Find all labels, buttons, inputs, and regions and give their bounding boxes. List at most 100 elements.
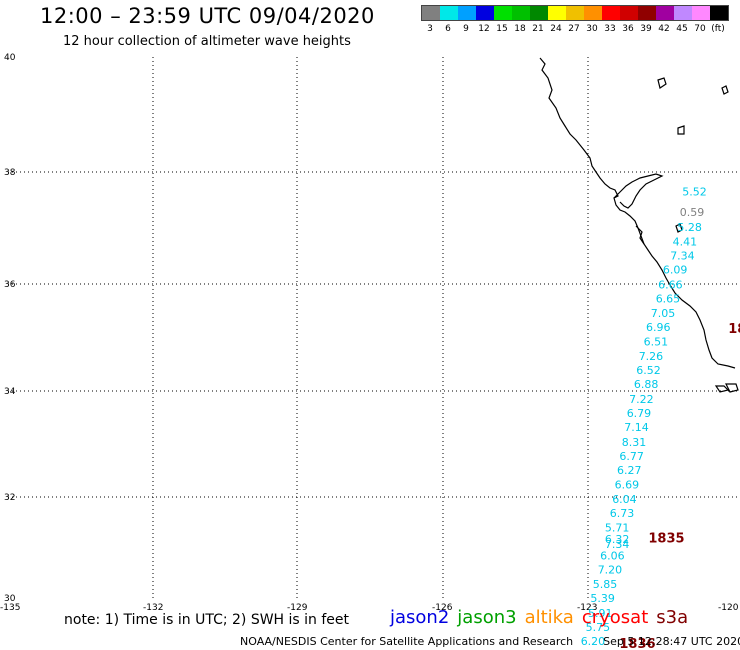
wave-height-value: 5.39 — [590, 592, 615, 605]
lon-label-129: -129 — [287, 603, 308, 613]
legend-swatch — [530, 6, 548, 20]
legend-swatch — [584, 6, 602, 20]
legend-label: 39 — [640, 24, 652, 34]
lon-label-123: -123 — [577, 603, 597, 613]
northern-lake — [657, 77, 667, 89]
lat-labels: 40 38 36 34 32 30 — [4, 53, 16, 604]
legend-label: 9 — [463, 24, 469, 34]
legend-swatch — [512, 6, 530, 20]
wave-height-value: 6.66 — [658, 278, 683, 291]
mainland-coastline — [539, 57, 736, 369]
wave-height-value: 6.04 — [612, 493, 637, 506]
lon-label-120: -120 — [718, 603, 739, 613]
legend-swatch — [602, 6, 620, 20]
lon-label-132: -132 — [143, 603, 163, 613]
monterey-bay — [635, 225, 645, 245]
wave-height-value: 8.31 — [622, 436, 647, 449]
wave-height-value: 5.28 — [677, 221, 702, 234]
legend-swatch — [494, 6, 512, 20]
legend-label: 12 — [478, 24, 490, 34]
wave-height-value: 5.71 — [605, 522, 630, 535]
legend-label: 24 — [550, 24, 562, 34]
wave-height-value: 5.52 — [682, 186, 707, 199]
lat-label-34: 34 — [4, 387, 16, 397]
lat-label-38: 38 — [4, 168, 16, 178]
legend-swatch — [566, 6, 584, 20]
lake-tahoe — [721, 85, 729, 95]
wave-height-value: 7.22 — [629, 393, 654, 406]
note-text: note: 1) Time is in UTC; 2) SWH is in fe… — [64, 612, 350, 628]
map-title: 12:00 – 23:59 UTC 09/04/2020 — [40, 4, 375, 28]
satellite-name-cryosat: cryosat — [581, 607, 649, 628]
wave-height-value: 7.26 — [639, 350, 664, 363]
legend-swatch — [692, 6, 710, 20]
legend-labels: 3 6 9 12 15 18 21 24 27 30 33 36 39 42 45 70 (ft) — [421, 24, 729, 34]
satellite-name-jason2: jason2 — [390, 607, 450, 628]
pass-time-label: 1834 — [728, 322, 740, 337]
lon-label-135: -135 — [0, 603, 20, 613]
wave-height-value: 4.41 — [673, 235, 698, 248]
wave-height-value: 7.20 — [598, 563, 623, 576]
wave-height-legend: 3 6 9 12 15 18 21 24 27 30 33 36 39 42 45 70 (ft) — [421, 5, 729, 34]
channel-island-2 — [725, 383, 739, 393]
wave-height-value: 6.77 — [619, 450, 644, 463]
observation-labels: 5.520.595.284.417.346.096.666.657.056.96… — [581, 186, 707, 649]
pass-time-label: 1836 — [619, 637, 655, 650]
legend-label: (ft) — [711, 24, 725, 34]
lat-label-32: 32 — [4, 493, 15, 503]
wave-height-value: 6.51 — [644, 335, 669, 348]
wave-height-value: 5.91 — [588, 607, 613, 620]
legend-label: 15 — [496, 24, 508, 34]
legend-label: 45 — [676, 24, 688, 34]
wave-height-value: 7.14 — [624, 421, 649, 434]
legend-swatch — [638, 6, 656, 20]
satellite-name-s3a: s3a — [656, 607, 689, 628]
legend-swatch — [440, 6, 458, 20]
legend-label: 27 — [568, 24, 580, 34]
wave-height-value: 6.06 — [600, 549, 625, 562]
wave-height-value: 6.09 — [663, 264, 688, 277]
island-1 — [677, 125, 685, 135]
legend-label: 36 — [622, 24, 634, 34]
pass-time-label: 1835 — [648, 531, 684, 546]
wave-height-value: 6.69 — [615, 479, 640, 492]
legend-label: 33 — [604, 24, 616, 34]
wave-height-value: 7.34 — [670, 250, 695, 263]
wave-height-value: 6.88 — [634, 378, 659, 391]
legend-swatch — [422, 6, 440, 20]
wave-height-value: 5.85 — [593, 578, 618, 591]
legend-swatch — [458, 6, 476, 20]
legend-swatch — [710, 6, 728, 20]
channel-island-1 — [714, 385, 730, 393]
timestamp-text: Sep 5 12:28:47 UTC 2020 — [603, 635, 740, 648]
lat-label-30: 30 — [4, 594, 16, 604]
legend-swatch — [620, 6, 638, 20]
wave-height-value: 6.79 — [627, 407, 652, 420]
lat-label-36: 36 — [4, 280, 16, 290]
legend-label: 70 — [694, 24, 706, 34]
wave-height-value: 6.32 — [605, 533, 630, 546]
pass-time-labels: 1834 1835 1836 — [619, 322, 740, 650]
wave-height-value: 7.05 — [651, 307, 676, 320]
legend-swatch — [674, 6, 692, 20]
legend-label: 6 — [445, 24, 451, 34]
legend-swatch — [656, 6, 674, 20]
wave-height-value: 6.52 — [636, 364, 661, 377]
wave-height-value: 6.20 — [581, 635, 606, 648]
legend-label: 30 — [586, 24, 598, 34]
island-2 — [675, 223, 683, 233]
wave-height-value: 6.65 — [656, 292, 681, 305]
legend-label: 21 — [532, 24, 544, 34]
map-grid — [8, 57, 740, 600]
satellite-name-altika: altika — [524, 607, 574, 628]
legend-label: 42 — [658, 24, 670, 34]
legend-swatch — [476, 6, 494, 20]
wave-height-value: 6.27 — [617, 464, 642, 477]
wave-height-value: 5.75 — [586, 621, 611, 634]
map-subtitle: 12 hour collection of altimeter wave hei… — [63, 34, 351, 49]
lon-label-126: -126 — [432, 603, 453, 613]
legend-swatch — [548, 6, 566, 20]
legend-swatches — [421, 5, 729, 21]
coastline — [539, 57, 739, 393]
